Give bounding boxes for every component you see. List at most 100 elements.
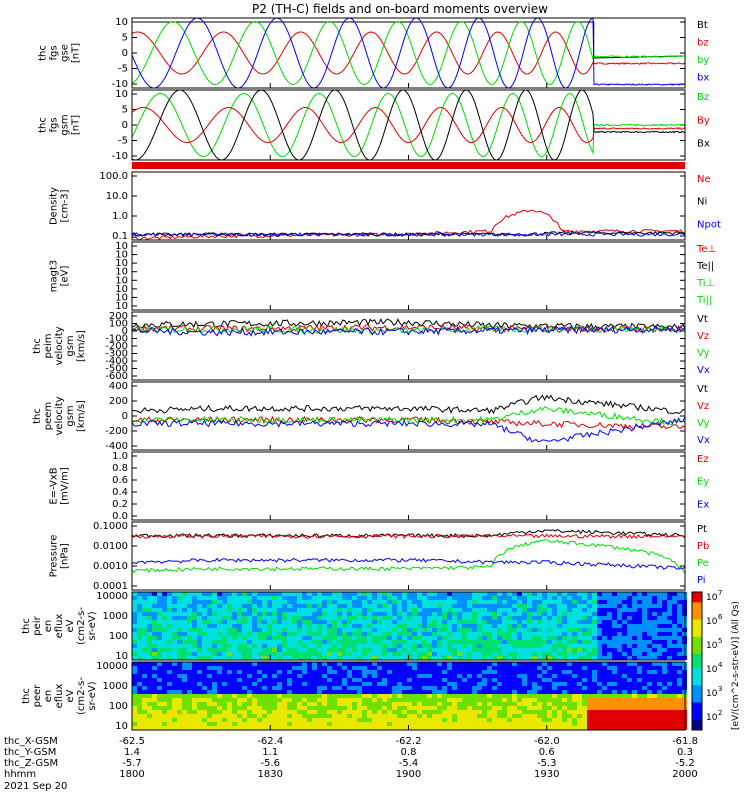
- heatmap-cell: [547, 620, 552, 624]
- heatmap-cell: [257, 636, 262, 640]
- heatmap-cell: [652, 608, 657, 612]
- colorbar-swatch: [692, 726, 702, 731]
- heatmap-cell: [657, 648, 662, 652]
- heatmap-cell: [132, 648, 137, 652]
- heatmap-cell: [562, 640, 567, 644]
- heatmap-cell: [572, 682, 577, 686]
- heatmap-cell: [257, 710, 262, 714]
- heatmap-cell: [447, 648, 452, 652]
- colorbar-swatch: [692, 592, 702, 596]
- heatmap-cell: [662, 604, 667, 608]
- xaxis-value: 1.1: [262, 747, 278, 758]
- heatmap-cell: [522, 640, 527, 644]
- heatmap-cell: [662, 678, 667, 682]
- heatmap-cell: [532, 670, 537, 674]
- heatmap-cell: [622, 604, 627, 608]
- heatmap-cell: [357, 604, 362, 608]
- heatmap-cell: [427, 632, 432, 636]
- heatmap-cell: [502, 640, 507, 644]
- heatmap-cell: [562, 612, 567, 616]
- heatmap-cell: [347, 710, 352, 714]
- heatmap-cell: [572, 616, 577, 620]
- heatmap-cell: [227, 698, 232, 702]
- heatmap-cell: [432, 644, 437, 648]
- heatmap-cell: [402, 714, 407, 718]
- heatmap-cell: [492, 604, 497, 608]
- heatmap-cell: [502, 686, 507, 690]
- heatmap-cell: [432, 624, 437, 628]
- heatmap-cell: [392, 600, 397, 604]
- ylabel-line: eflux: [54, 614, 65, 639]
- heatmap-cell: [357, 656, 362, 660]
- heatmap-cell: [602, 648, 607, 652]
- heatmap-cell: [362, 624, 367, 628]
- heatmap-cell: [652, 666, 657, 670]
- heatmap-cell: [627, 656, 632, 660]
- heatmap-cell: [162, 636, 167, 640]
- heatmap-cell: [182, 710, 187, 714]
- heatmap-cell: [482, 726, 487, 730]
- heatmap-cell: [537, 620, 542, 624]
- colorbar-swatch: [692, 698, 702, 703]
- heatmap-cell: [487, 608, 492, 612]
- heatmap-cell: [202, 694, 207, 698]
- heatmap-cell: [147, 694, 152, 698]
- heatmap-cell: [187, 678, 192, 682]
- heatmap-cell: [302, 632, 307, 636]
- heatmap-cell: [357, 710, 362, 714]
- heatmap-cell: [137, 670, 142, 674]
- heatmap-cell: [587, 652, 592, 656]
- heatmap-cell: [597, 670, 602, 674]
- heatmap-cell: [527, 616, 532, 620]
- heatmap-cell: [532, 702, 537, 706]
- heatmap-cell: [172, 632, 177, 636]
- heatmap-cell: [447, 706, 452, 710]
- heatmap-cell: [492, 592, 497, 596]
- heatmap-cell: [517, 706, 522, 710]
- ytick-label: 0.0010: [93, 561, 128, 572]
- heatmap-cell: [457, 706, 462, 710]
- heatmap-cell: [162, 670, 167, 674]
- heatmap-cell: [392, 604, 397, 608]
- heatmap-cell: [272, 686, 277, 690]
- heatmap-cell: [417, 600, 422, 604]
- heatmap-cell: [462, 706, 467, 710]
- heatmap-cell: [567, 604, 572, 608]
- heatmap-cell: [407, 640, 412, 644]
- heatmap-cell: [572, 636, 577, 640]
- heatmap-cell: [577, 690, 582, 694]
- heatmap-cell: [402, 648, 407, 652]
- heatmap-cell: [427, 648, 432, 652]
- heatmap-cell: [607, 710, 612, 714]
- heatmap-cell: [287, 616, 292, 620]
- heatmap-cell: [137, 632, 142, 636]
- heatmap-cell: [172, 620, 177, 624]
- heatmap-cell: [627, 690, 632, 694]
- heatmap-cell: [142, 690, 147, 694]
- heatmap-cell: [212, 694, 217, 698]
- heatmap-cell: [627, 714, 632, 718]
- heatmap-cell: [297, 662, 302, 666]
- heatmap-cell: [427, 644, 432, 648]
- heatmap-cell: [642, 698, 647, 702]
- heatmap-cell: [567, 640, 572, 644]
- heatmap-cell: [637, 600, 642, 604]
- heatmap-cell: [157, 670, 162, 674]
- heatmap-cell: [392, 670, 397, 674]
- ylabel-line: thc: [21, 688, 32, 704]
- heatmap-cell: [522, 612, 527, 616]
- heatmap-cell: [312, 710, 317, 714]
- heatmap-cell: [272, 624, 277, 628]
- heatmap-cell: [622, 656, 627, 660]
- heatmap-cell: [362, 656, 367, 660]
- heatmap-cell: [382, 690, 387, 694]
- heatmap-cell: [402, 632, 407, 636]
- heatmap-cell: [587, 636, 592, 640]
- heatmap-cell: [387, 682, 392, 686]
- heatmap-cell: [372, 690, 377, 694]
- heatmap-cell: [677, 662, 682, 666]
- heatmap-cell: [407, 644, 412, 648]
- heatmap-cell: [317, 596, 322, 600]
- heatmap-cell: [222, 644, 227, 648]
